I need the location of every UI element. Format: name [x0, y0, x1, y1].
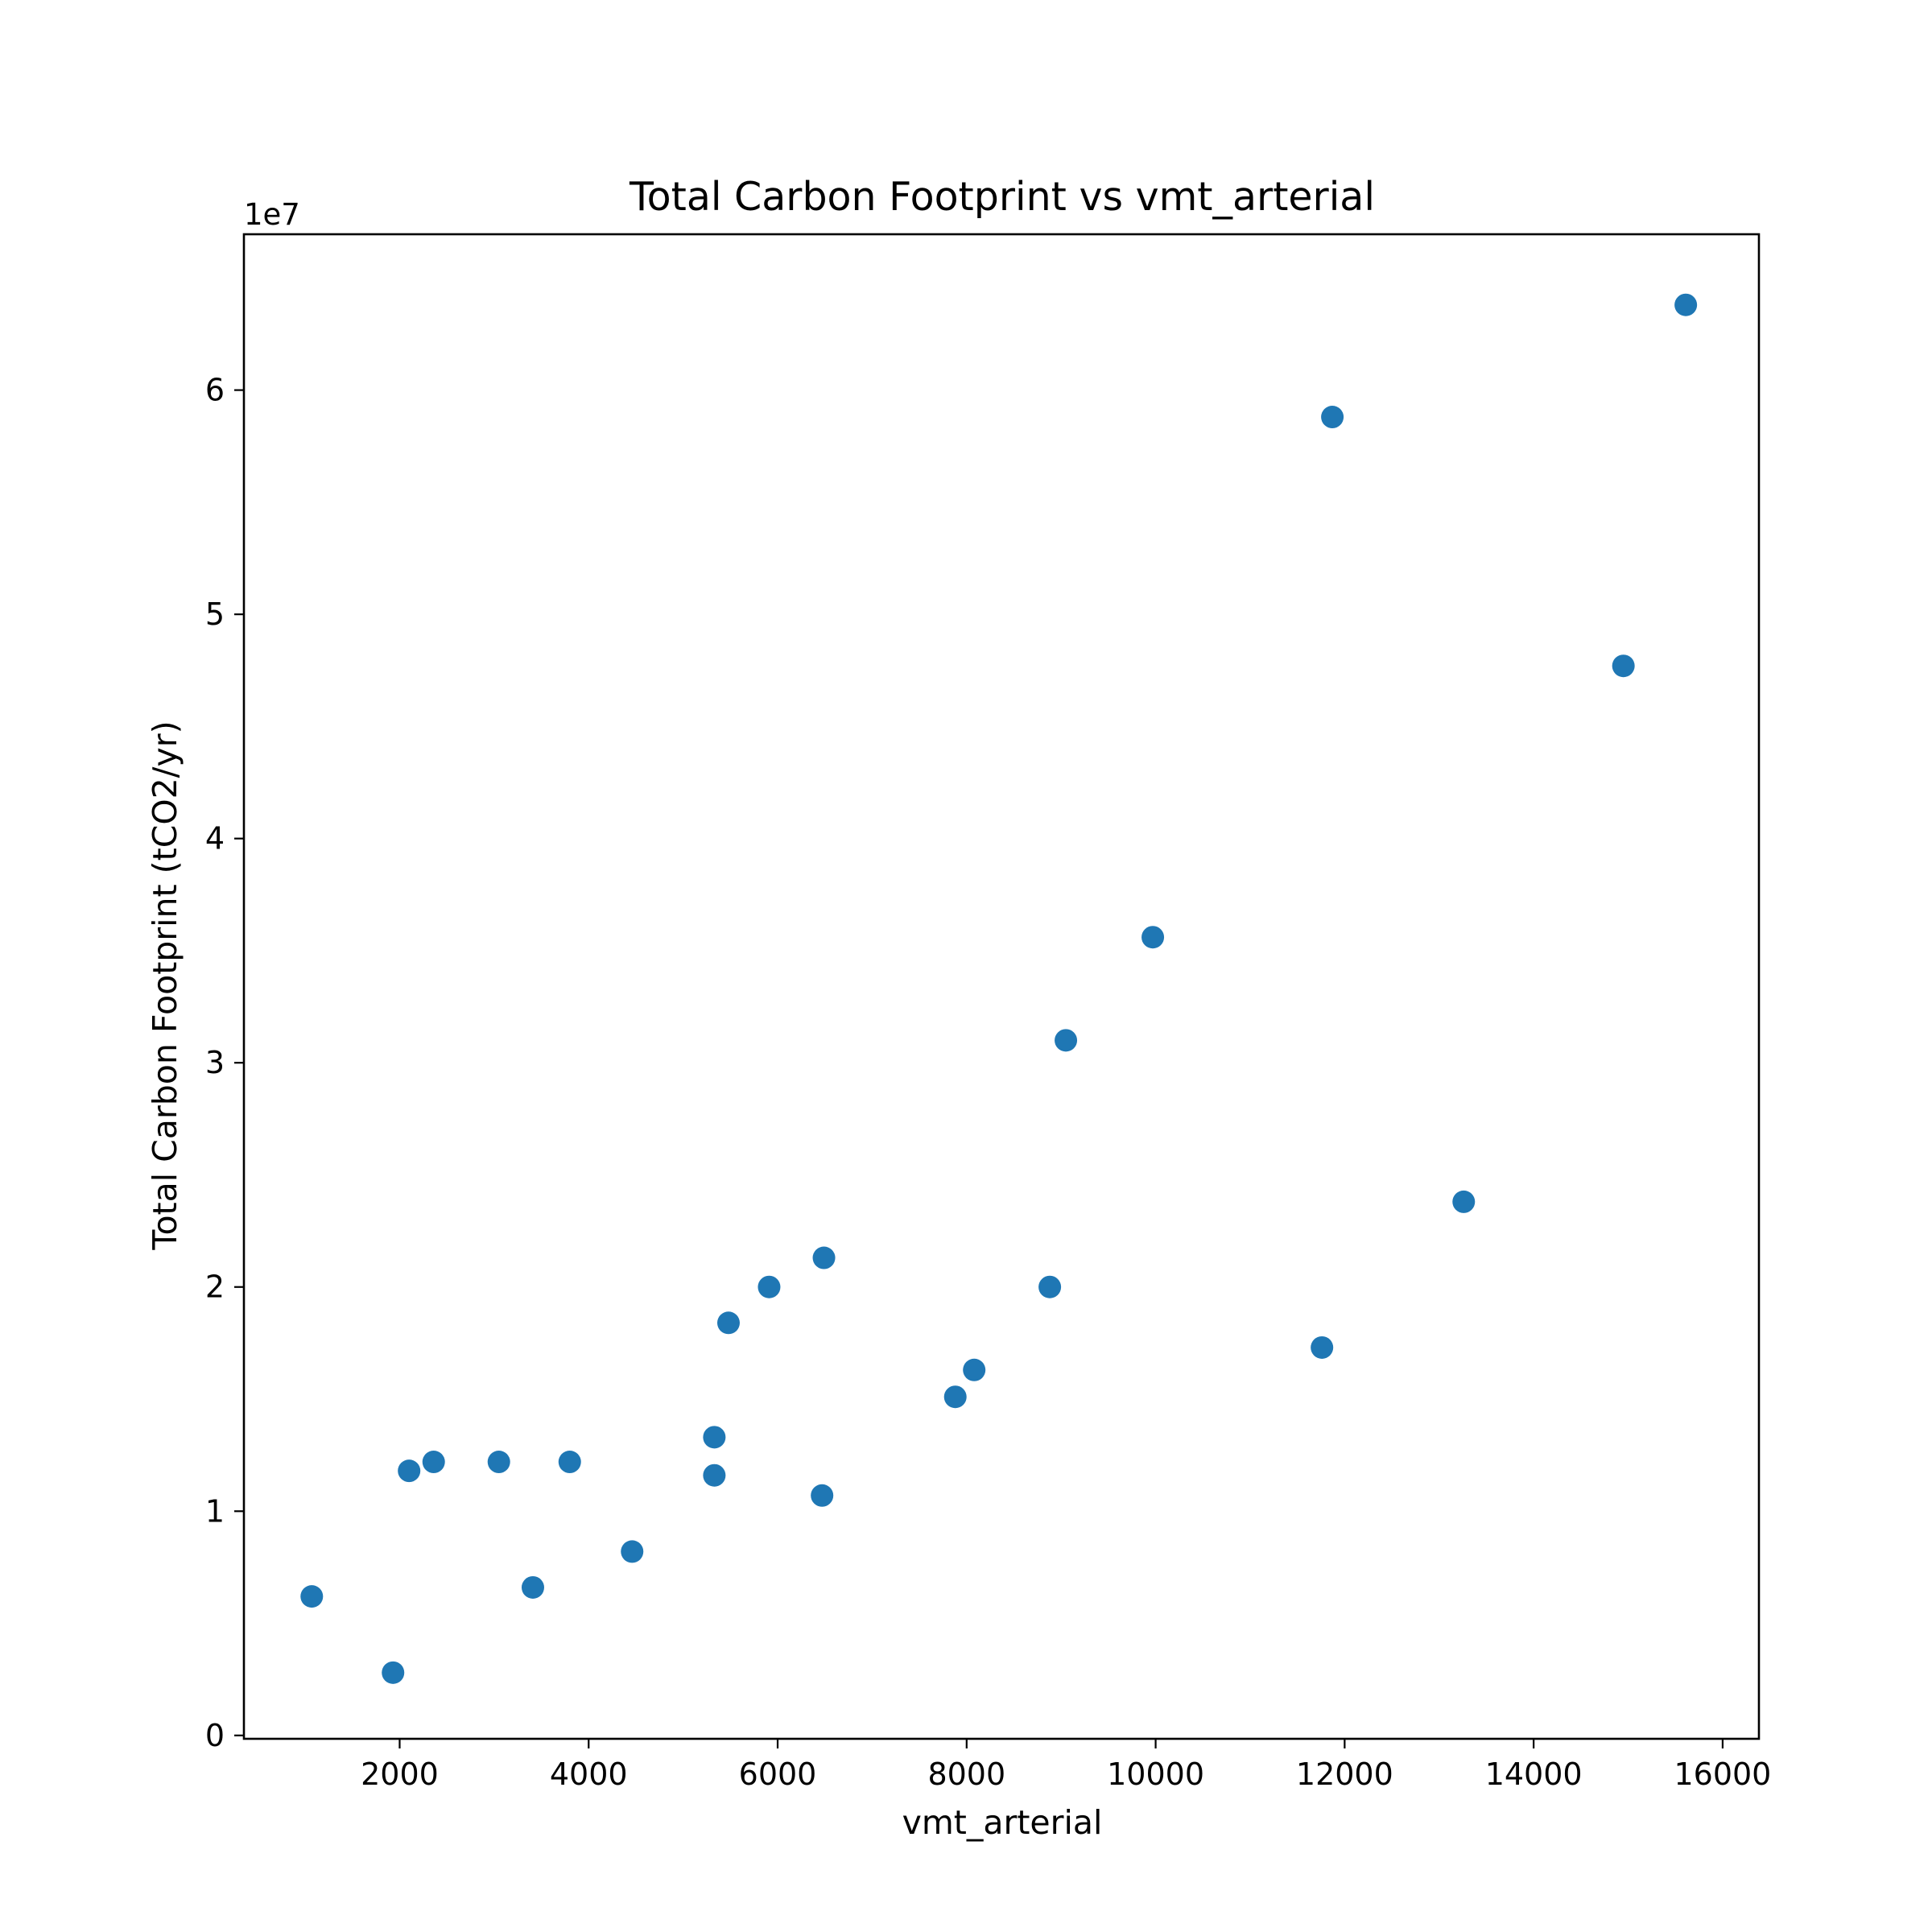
data-point: [943, 1385, 967, 1409]
y-axis-offset-label: 1e7: [244, 197, 300, 232]
y-tick-label: 0: [205, 1718, 225, 1753]
data-point: [521, 1575, 544, 1599]
data-point: [812, 1246, 836, 1269]
x-tick-label: 6000: [739, 1757, 817, 1792]
data-point: [422, 1451, 445, 1474]
data-point: [1038, 1275, 1062, 1298]
y-tick-label: 1: [205, 1493, 225, 1529]
data-point: [716, 1311, 740, 1335]
x-tick-label: 12000: [1296, 1757, 1393, 1792]
data-point: [621, 1540, 644, 1563]
x-tick-label: 14000: [1485, 1757, 1583, 1792]
data-point: [811, 1484, 834, 1507]
data-point: [758, 1275, 781, 1298]
y-tick-label: 2: [205, 1269, 225, 1305]
x-tick-label: 10000: [1107, 1757, 1204, 1792]
y-axis-ticks: 0 1 2 3 4 5 6: [205, 373, 244, 1753]
x-tick-label: 4000: [550, 1757, 628, 1792]
plot-frame: [242, 233, 1761, 1740]
data-point: [382, 1661, 405, 1684]
x-axis-label: vmt_arterial: [902, 1803, 1103, 1842]
y-axis-label: Total Carbon Footprint (tCO2/yr): [146, 720, 184, 1250]
data-point: [1321, 406, 1344, 429]
data-point: [300, 1585, 324, 1608]
x-tick-label: 8000: [927, 1757, 1005, 1792]
x-axis-ticks: 2000 4000 6000 8000 10000 12000 14000 16000: [361, 1739, 1771, 1792]
data-point: [963, 1358, 986, 1381]
data-point: [1055, 1029, 1078, 1052]
data-point: [487, 1451, 510, 1474]
data-point: [398, 1459, 421, 1483]
data-point: [1311, 1335, 1334, 1359]
data-point: [1674, 293, 1698, 316]
x-tick-label: 16000: [1674, 1757, 1771, 1792]
data-point: [1141, 926, 1165, 949]
data-point: [558, 1451, 581, 1474]
chart-title: Total Carbon Footprint vs vmt_arterial: [629, 174, 1375, 220]
data-point: [703, 1463, 726, 1487]
y-tick-label: 3: [205, 1045, 225, 1080]
data-point: [1452, 1190, 1476, 1213]
data-point: [703, 1426, 726, 1449]
points-layer: [300, 293, 1698, 1684]
y-tick-label: 5: [205, 597, 225, 632]
data-point: [1612, 654, 1635, 678]
x-tick-label: 2000: [361, 1757, 439, 1792]
y-tick-label: 4: [205, 821, 225, 857]
y-tick-label: 6: [205, 373, 225, 408]
